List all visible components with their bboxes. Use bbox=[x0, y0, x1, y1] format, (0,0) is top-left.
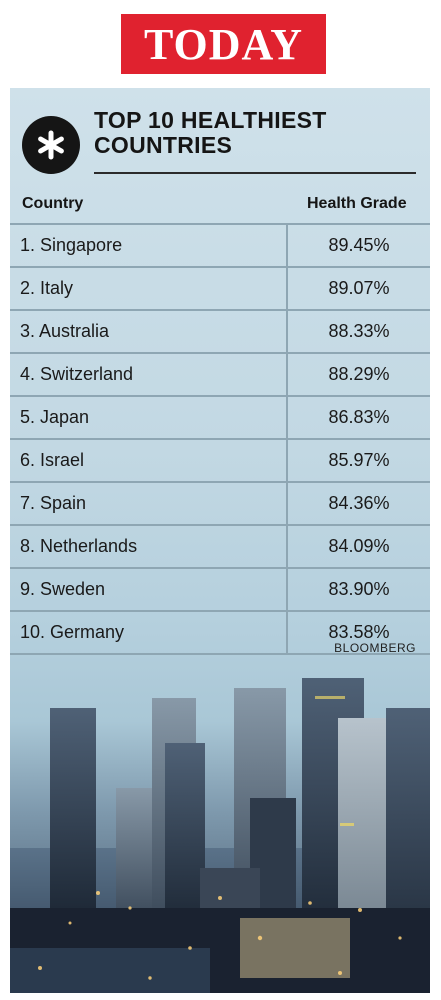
grade-cell: 83.90% bbox=[286, 569, 430, 610]
rankings-table: 1. Singapore 89.45% 2. Italy 89.07% 3. Aus… bbox=[10, 223, 430, 655]
country-cell: 4. Switzerland bbox=[20, 364, 134, 384]
country-cell: 5. Japan bbox=[20, 407, 90, 427]
grade-cell: 88.33% bbox=[286, 311, 430, 352]
country-cell: 3. Australia bbox=[20, 321, 110, 341]
column-header-health-grade: Health Grade bbox=[307, 195, 407, 212]
table-row: 4. Switzerland 88.29% bbox=[10, 352, 430, 395]
table-row: 1. Singapore 89.45% bbox=[10, 223, 430, 266]
infographic-title: TOP 10 HEALTHIEST COUNTRIES bbox=[94, 108, 424, 158]
healthiest-countries-infographic: TOP 10 HEALTHIEST COUNTRIES Country Heal… bbox=[10, 88, 430, 993]
asterisk-badge bbox=[22, 116, 80, 174]
photo-credit: BLOOMBERG bbox=[334, 641, 416, 655]
title-divider bbox=[94, 172, 416, 174]
grade-cell: 84.36% bbox=[286, 483, 430, 524]
grade-cell: 85.97% bbox=[286, 440, 430, 481]
grade-cell: 83.58% bbox=[286, 612, 430, 653]
table-row: 10. Germany 83.58% bbox=[10, 610, 430, 655]
table-row: 3. Australia 88.33% bbox=[10, 309, 430, 352]
country-cell: 9. Sweden bbox=[20, 579, 106, 599]
country-cell: 1. Singapore bbox=[20, 235, 123, 255]
table-row: 8. Netherlands 84.09% bbox=[10, 524, 430, 567]
country-cell: 2. Italy bbox=[20, 278, 74, 298]
title-line-1: TOP 10 HEALTHIEST bbox=[94, 107, 327, 133]
table-row: 2. Italy 89.07% bbox=[10, 266, 430, 309]
table-row: 5. Japan 86.83% bbox=[10, 395, 430, 438]
grade-cell: 88.29% bbox=[286, 354, 430, 395]
country-cell: 10. Germany bbox=[20, 622, 125, 642]
grade-cell: 89.07% bbox=[286, 268, 430, 309]
asterisk-icon bbox=[38, 130, 64, 160]
table-row: 6. Israel 85.97% bbox=[10, 438, 430, 481]
grade-cell: 86.83% bbox=[286, 397, 430, 438]
grade-cell: 84.09% bbox=[286, 526, 430, 567]
column-header-country: Country bbox=[22, 195, 84, 212]
table-row: 7. Spain 84.36% bbox=[10, 481, 430, 524]
city-skyline-photo bbox=[10, 678, 430, 993]
country-cell: 8. Netherlands bbox=[20, 536, 138, 556]
country-cell: 7. Spain bbox=[20, 493, 87, 513]
grade-cell: 89.45% bbox=[286, 225, 430, 266]
table-row: 9. Sweden 83.90% bbox=[10, 567, 430, 610]
today-logo: TODAY bbox=[121, 14, 326, 74]
title-line-2: COUNTRIES bbox=[94, 132, 233, 158]
country-cell: 6. Israel bbox=[20, 450, 85, 470]
